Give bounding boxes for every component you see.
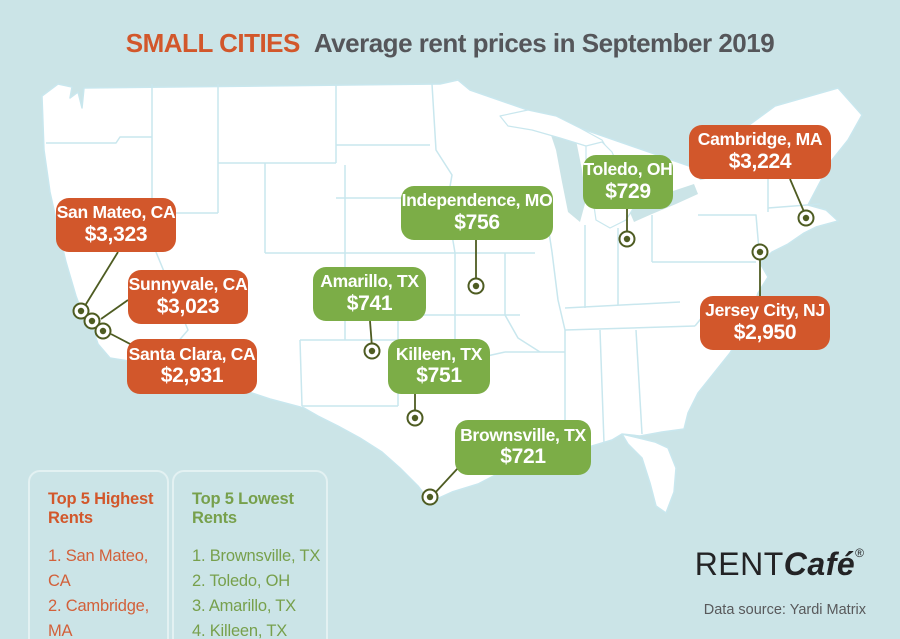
city-price: $2,931 [160,364,224,388]
city-marker-dot [426,493,434,501]
city-label-toledo: Toledo, OH $729 [583,155,673,209]
city-label-brownsville: Brownsville, TX $721 [455,420,591,475]
top5-lowest-rents-box: Top 5 Lowest Rents 1. Brownsville, TX 2. … [172,470,328,639]
rentcafe-logo: RENTCafé® [695,546,864,583]
leader-line-cambridge [789,178,806,215]
top5-highest-list: 1. San Mateo, CA2. Cambridge, MA3. Sunny… [48,544,167,639]
leader-line-brownsville [433,467,459,495]
city-label-independence: Independence, MO $756 [401,186,553,240]
city-name: Killeen, TX [395,343,483,364]
city-price: $741 [346,291,393,315]
city-price: $721 [500,445,546,469]
city-price: $729 [605,179,651,203]
leader-line-sunnyvale [100,299,129,320]
top5-highest-rents-box: Top 5 Highest Rents 1. San Mateo, CA 2. C… [28,470,169,639]
city-name: San Mateo, CA [56,202,176,223]
city-marker-dot [756,248,764,256]
city-price: $3,323 [84,222,148,246]
city-label-cambridge: Cambridge, MA $3,224 [689,125,831,179]
city-marker-dot [472,282,480,290]
top5-lowest-list: 1. Brownsville, TX 2. Toledo, OH 3. Amaril… [192,544,326,639]
city-label-sunnyvale: Sunnyvale, CA $3,023 [128,270,248,324]
city-name: Independence, MO [401,190,553,211]
logo-rent: RENT [694,546,784,582]
city-name: Jersey City, NJ [705,300,825,321]
city-price: $3,224 [728,149,792,173]
city-marker-dot [368,347,376,355]
top5-lowest-title: Top 5 Lowest Rents [192,490,294,527]
rank-list-item: 1. San Mateo, CA [48,547,149,590]
data-source-note: Data source: Yardi Matrix [703,602,866,618]
logo-cafe: Café [783,546,856,582]
title-highlight: SMALL CITIES [125,28,301,58]
rank-list-item: 2. Cambridge, MA [48,597,150,639]
city-name: Toledo, OH [583,159,673,180]
title-text: Average rent prices in September 2019 [313,28,775,58]
city-marker-dot [77,307,85,315]
city-marker-dot [623,235,631,243]
page-title: SMALL CITIES Average rent prices in Septe… [0,28,900,59]
city-marker-dot [88,317,96,325]
leader-line-san-mateo [82,251,119,310]
city-marker-dot [99,327,107,335]
rank-list-item: 3. Amarillo, TX [192,597,296,615]
top5-highest-title: Top 5 Highest Rents [48,490,154,527]
city-label-san-mateo: San Mateo, CA $3,323 [56,198,176,252]
rank-list-item: 4. Killeen, TX [192,622,288,639]
city-name: Sunnyvale, CA [128,274,248,295]
city-price: $751 [416,364,462,388]
city-label-santa-clara: Santa Clara, CA $2,931 [127,339,257,394]
city-label-amarillo: Amarillo, TX $741 [313,267,426,321]
city-marker-dot [411,414,419,422]
city-name: Cambridge, MA [697,129,823,150]
city-name: Amarillo, TX [320,271,419,292]
city-name: Brownsville, TX [460,424,586,445]
rank-list-item: 1. Brownsville, TX [192,547,321,565]
registered-mark: ® [855,546,864,560]
city-price: $756 [454,210,500,234]
city-price: $3,023 [156,294,220,318]
rank-list-item: 2. Toledo, OH [192,572,290,590]
city-marker-dot [802,214,810,222]
city-price: $2,950 [733,320,797,344]
marker-overlay [72,178,815,506]
city-label-jersey-city: Jersey City, NJ $2,950 [700,296,830,350]
city-label-killeen: Killeen, TX $751 [388,339,490,394]
city-name: Santa Clara, CA [128,343,256,364]
